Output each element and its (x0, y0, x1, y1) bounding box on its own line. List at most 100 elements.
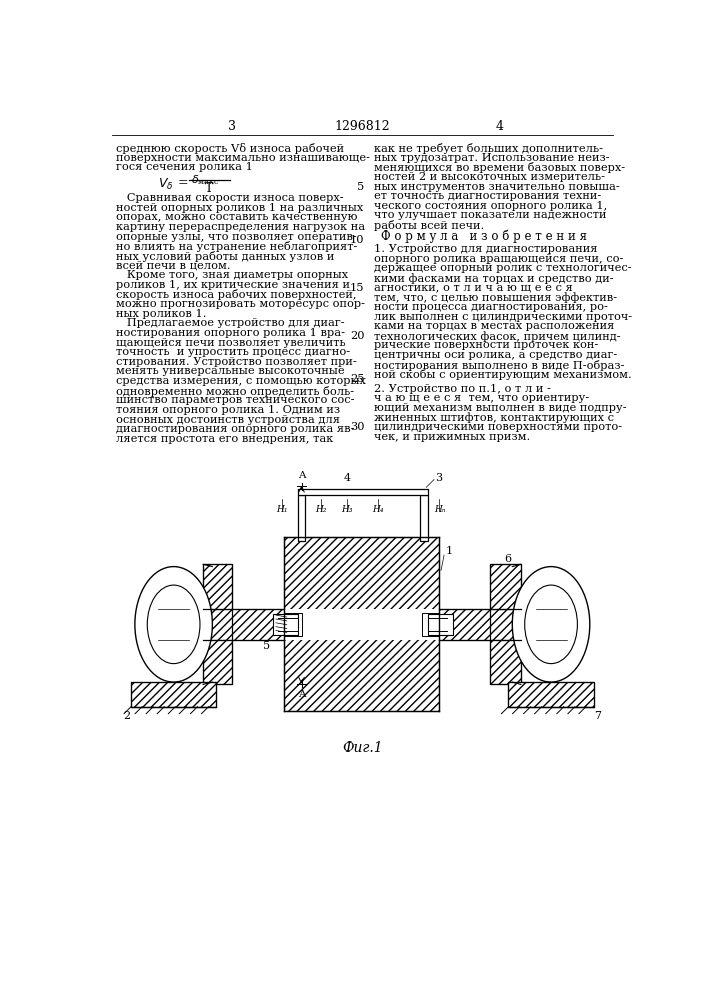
Bar (422, 613, 440, 636)
Text: $V_\delta$: $V_\delta$ (158, 177, 174, 192)
Text: роликов 1, их критические значения и: роликов 1, их критические значения и (115, 280, 349, 290)
Text: ных роликов 1.: ных роликов 1. (115, 309, 206, 319)
Bar (420, 495, 428, 541)
Text: 25: 25 (350, 374, 364, 384)
Bar (298, 495, 305, 541)
Text: Фиг.1: Фиг.1 (342, 741, 383, 755)
Text: картину перераспределения нагрузок на: картину перераспределения нагрузок на (115, 222, 365, 232)
Text: Ф о р м у л а   и з о б р е т е н и я: Ф о р м у л а и з о б р е т е н и я (381, 230, 588, 243)
Text: тем, что, с целью повышения эффектив-: тем, что, с целью повышения эффектив- (373, 292, 617, 303)
Ellipse shape (135, 567, 212, 682)
Text: 5: 5 (263, 641, 270, 651)
Text: H₃: H₃ (341, 505, 353, 514)
Bar (428, 614, 452, 635)
Bar (508, 682, 594, 707)
Text: 10: 10 (350, 235, 364, 245)
Text: ностирования опорного ролика 1 вра-: ностирования опорного ролика 1 вра- (115, 328, 344, 338)
Text: опорах, можно составить качественную: опорах, можно составить качественную (115, 212, 357, 222)
Text: как не требует больших дополнитель-: как не требует больших дополнитель- (373, 143, 602, 154)
Text: меняющихся во времени базовых поверх-: меняющихся во времени базовых поверх- (373, 162, 625, 173)
Text: Hₙ: Hₙ (433, 505, 445, 514)
Text: ностей опорных роликов 1 на различных: ностей опорных роликов 1 на различных (115, 203, 363, 213)
Text: 3: 3 (436, 473, 443, 483)
Text: одновременно можно определить боль-: одновременно можно определить боль- (115, 386, 354, 397)
Bar (284, 613, 301, 636)
Bar (158, 609, 189, 640)
Text: 1: 1 (445, 546, 452, 556)
Text: A: A (298, 471, 305, 480)
Bar (273, 614, 298, 635)
Bar (203, 564, 232, 684)
Text: но влиять на устранение неблагоприят-: но влиять на устранение неблагоприят- (115, 241, 357, 252)
Bar (131, 682, 216, 707)
Text: среднюю скорость Vδ износа рабочей: среднюю скорость Vδ износа рабочей (115, 143, 344, 154)
Text: H₂: H₂ (315, 505, 327, 514)
Bar (490, 640, 521, 684)
Bar (440, 609, 521, 640)
Text: диагностирования опорного ролика яв-: диагностирования опорного ролика яв- (115, 424, 354, 434)
Text: цилиндрическими поверхностями прото-: цилиндрическими поверхностями прото- (373, 422, 621, 432)
Text: лик выполнен с цилиндрическими проточ-: лик выполнен с цилиндрическими проточ- (373, 312, 631, 322)
Text: Кроме того, зная диаметры опорных: Кроме того, зная диаметры опорных (115, 270, 348, 280)
Bar (508, 682, 594, 707)
Text: 30: 30 (350, 422, 364, 432)
Text: менять универсальные высокоточные: менять универсальные высокоточные (115, 366, 344, 376)
Bar (535, 609, 566, 640)
Text: работы всей печи.: работы всей печи. (373, 220, 484, 231)
Text: H₁: H₁ (276, 505, 288, 514)
Text: опорные узлы, что позволяет оператив-: опорные узлы, что позволяет оператив- (115, 232, 356, 242)
Text: 3: 3 (228, 120, 235, 133)
Text: Предлагаемое устройство для диаг-: Предлагаемое устройство для диаг- (115, 318, 344, 328)
Text: основных достоинств устройства для: основных достоинств устройства для (115, 415, 339, 425)
Text: точность  и упростить процесс диагно-: точность и упростить процесс диагно- (115, 347, 350, 357)
Text: ет точность диагностирования техни-: ет точность диагностирования техни- (373, 191, 601, 201)
Text: ной скобы с ориентирующим механизмом.: ной скобы с ориентирующим механизмом. (373, 369, 631, 380)
Ellipse shape (147, 585, 200, 664)
Text: можно прогнозировать моторесурс опор-: можно прогнозировать моторесурс опор- (115, 299, 365, 309)
Text: чек, и прижимных призм.: чек, и прижимных призм. (373, 432, 530, 442)
Bar (490, 564, 521, 609)
Bar (284, 537, 440, 711)
Text: 6: 6 (505, 554, 512, 564)
Text: ками на торцах в местах расположения: ками на торцах в местах расположения (373, 321, 614, 331)
Text: ных трудозатрат. Использование неиз-: ных трудозатрат. Использование неиз- (373, 153, 609, 163)
Bar (284, 609, 440, 640)
Text: 1296812: 1296812 (335, 120, 390, 133)
Text: $\delta_{\mathregular{макс}}$: $\delta_{\mathregular{макс}}$ (191, 174, 219, 187)
Text: A: A (298, 690, 305, 699)
Text: ляется простота его внедрения, так: ляется простота его внедрения, так (115, 434, 333, 444)
Text: 5: 5 (357, 182, 364, 192)
Text: всей печи в целом.: всей печи в целом. (115, 261, 230, 271)
Text: ностирования выполнено в виде П-образ-: ностирования выполнено в виде П-образ- (373, 360, 624, 371)
Text: 2: 2 (124, 711, 131, 721)
Text: жиненных штифтов, контактирующих с: жиненных штифтов, контактирующих с (373, 413, 614, 423)
Text: ностей 2 и высокоточных измеритель-: ностей 2 и высокоточных измеритель- (373, 172, 604, 182)
Text: =: = (177, 177, 188, 190)
Text: средства измерения, с помощью которых: средства измерения, с помощью которых (115, 376, 366, 386)
Text: рические поверхности проточек кон-: рические поверхности проточек кон- (373, 340, 598, 350)
Text: 7: 7 (594, 711, 601, 721)
Text: ческого состояния опорного ролика 1,: ческого состояния опорного ролика 1, (373, 201, 607, 211)
Text: шинство параметров технического сос-: шинство параметров технического сос- (115, 395, 354, 405)
Text: скорость износа рабочих поверхностей,: скорость износа рабочих поверхностей, (115, 289, 356, 300)
Text: агностики, о т л и ч а ю щ е е с я: агностики, о т л и ч а ю щ е е с я (373, 283, 573, 293)
Text: кими фасками на торцах и средство ди-: кими фасками на торцах и средство ди- (373, 273, 613, 284)
Text: 20: 20 (350, 331, 364, 341)
Bar (298, 489, 428, 495)
Text: ных инструментов значительно повыша-: ных инструментов значительно повыша- (373, 182, 619, 192)
Bar (203, 640, 232, 684)
Ellipse shape (513, 567, 590, 682)
Text: ющий механизм выполнен в виде подпру-: ющий механизм выполнен в виде подпру- (373, 403, 626, 413)
Text: ных условий работы данных узлов и: ных условий работы данных узлов и (115, 251, 334, 262)
Bar (203, 564, 232, 609)
Text: опорного ролика вращающейся печи, со-: опорного ролика вращающейся печи, со- (373, 254, 623, 264)
Text: гося сечения ролика 1: гося сечения ролика 1 (115, 162, 252, 172)
Text: ности процесса диагностирования, ро-: ности процесса диагностирования, ро- (373, 302, 607, 312)
Text: держащее опорный ролик с технологичес-: держащее опорный ролик с технологичес- (373, 263, 631, 273)
Text: 1. Устройство для диагностирования: 1. Устройство для диагностирования (373, 244, 597, 254)
Bar (203, 609, 284, 640)
Text: щающейся печи позволяет увеличить: щающейся печи позволяет увеличить (115, 338, 345, 348)
Text: 4: 4 (495, 120, 503, 133)
Text: что улучшает показатели надежности: что улучшает показатели надежности (373, 210, 606, 220)
Text: 4: 4 (344, 473, 351, 483)
